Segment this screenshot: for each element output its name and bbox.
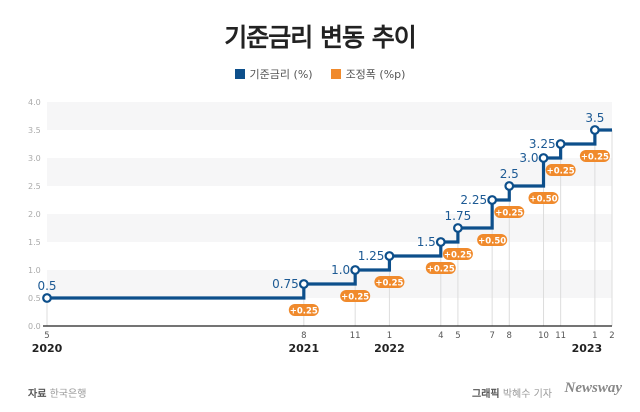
legend-label-change: 조정폭 (%p) xyxy=(345,68,406,81)
legend-label-rate: 기준금리 (%) xyxy=(249,68,313,81)
x-tick-label: 4 xyxy=(438,331,443,341)
change-value-label: +0.25 xyxy=(444,251,472,261)
x-tick-label: 2 xyxy=(609,331,614,341)
x-tick-label: 11 xyxy=(555,331,566,341)
y-tick-label: 3.0 xyxy=(28,154,41,163)
x-tick-label: 11 xyxy=(350,331,361,341)
newsway-logo: Newsway xyxy=(564,380,623,396)
rate-value-label: 0.5 xyxy=(37,279,56,293)
x-tick-label: 1 xyxy=(387,331,392,341)
change-value-label: +0.25 xyxy=(495,209,523,219)
rate-point xyxy=(384,251,395,261)
source-note: 자료 한국은행 xyxy=(28,385,86,400)
legend-swatch-change xyxy=(330,69,341,79)
x-year-label: 2023 xyxy=(572,342,603,355)
y-tick-label: 1.0 xyxy=(28,266,41,275)
rate-value-label: 0.75 xyxy=(272,277,299,291)
change-badge xyxy=(442,248,473,260)
y-tick-label: 0.0 xyxy=(28,322,41,331)
source-label: 자료 xyxy=(28,389,47,400)
rate-point xyxy=(487,195,498,205)
rate-point xyxy=(435,237,446,247)
change-badge xyxy=(528,192,559,204)
x-tick-label: 8 xyxy=(301,331,306,341)
change-badge xyxy=(288,304,319,316)
x-tick-label: 5 xyxy=(455,331,460,341)
x-tick-label: 10 xyxy=(538,331,549,341)
change-value-label: +0.25 xyxy=(547,167,575,177)
chart-title: 기준금리 변동 추이 xyxy=(224,23,416,52)
x-tick-label: 1 xyxy=(592,331,597,341)
change-value-label: +0.25 xyxy=(581,153,609,163)
rate-value-label: 1.0 xyxy=(331,263,350,277)
rate-value-label: 2.25 xyxy=(460,193,487,207)
rate-point xyxy=(350,265,361,275)
legend-swatch-rate xyxy=(234,69,245,79)
rate-point xyxy=(538,153,549,163)
credit-label: 그래픽 xyxy=(472,389,500,400)
change-badge xyxy=(425,262,456,274)
rate-point xyxy=(298,279,309,289)
grid-band xyxy=(47,214,612,242)
change-badge xyxy=(579,150,610,162)
credit-text: 박혜수 기자 xyxy=(502,389,552,400)
change-value-label: +0.25 xyxy=(341,293,369,303)
change-badge xyxy=(494,206,525,218)
y-tick-label: 0.5 xyxy=(28,294,41,303)
rate-step-line xyxy=(47,128,612,300)
x-tick-label: 5 xyxy=(44,331,49,341)
rate-value-label: 3.5 xyxy=(585,111,604,125)
grid-band xyxy=(47,158,612,186)
rate-value-label: 1.25 xyxy=(358,249,385,263)
change-value-label: +0.25 xyxy=(427,265,455,275)
rate-point xyxy=(42,293,52,303)
grid-band xyxy=(47,102,612,130)
change-value-label: +0.50 xyxy=(529,195,557,205)
x-year-label: 2020 xyxy=(32,342,63,355)
rate-point xyxy=(555,139,566,149)
change-badge xyxy=(340,290,371,302)
rate-value-label: 3.0 xyxy=(519,151,538,165)
rate-point xyxy=(453,223,463,233)
legend: 기준금리 (%) 조정폭 (%p) xyxy=(0,66,640,82)
legend-item-change: 조정폭 (%p) xyxy=(330,66,406,82)
credit-note: 그래픽 박혜수 기자 xyxy=(472,385,552,400)
source-text: 한국은행 xyxy=(49,389,87,400)
y-tick-label: 3.5 xyxy=(28,126,41,135)
rate-value-label: 1.5 xyxy=(417,235,436,249)
y-tick-label: 4.0 xyxy=(28,98,41,107)
y-tick-label: 1.5 xyxy=(28,238,41,247)
rate-point xyxy=(589,125,600,135)
rate-value-label: 2.5 xyxy=(500,167,519,181)
change-badge xyxy=(374,276,405,288)
change-value-label: +0.25 xyxy=(375,279,403,289)
change-badge xyxy=(545,164,576,176)
y-tick-label: 2.5 xyxy=(28,182,41,191)
legend-item-rate: 기준금리 (%) xyxy=(234,66,313,82)
x-year-label: 2021 xyxy=(289,342,320,355)
change-value-label: +0.50 xyxy=(478,237,506,247)
change-badge xyxy=(477,234,508,246)
y-tick-label: 2.0 xyxy=(28,210,41,219)
rate-point xyxy=(504,181,515,191)
x-tick-label: 7 xyxy=(489,331,494,341)
rate-value-label: 3.25 xyxy=(529,137,556,151)
change-value-label: +0.25 xyxy=(290,307,318,317)
x-year-label: 2022 xyxy=(374,342,405,355)
rate-value-label: 1.75 xyxy=(445,209,472,223)
x-tick-label: 8 xyxy=(507,331,512,341)
